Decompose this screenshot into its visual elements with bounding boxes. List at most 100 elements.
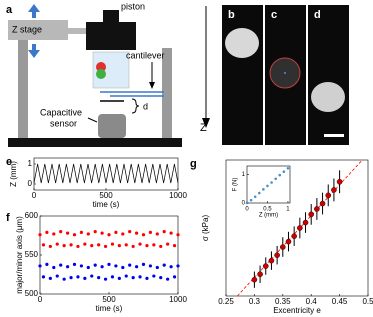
panel-label: c: [271, 9, 277, 21]
data-point: [103, 244, 108, 249]
piston: [86, 22, 136, 50]
x-tick-label: 0.3: [249, 297, 261, 306]
data-point: [48, 244, 52, 249]
data-point: [38, 233, 42, 237]
data-point: [100, 265, 104, 269]
data-point: [52, 232, 56, 236]
right-pillar: [162, 48, 172, 138]
z-stage: [8, 20, 68, 40]
mean-point: [291, 233, 297, 239]
gap-label: d: [143, 101, 148, 111]
panel-label: b: [228, 9, 235, 21]
data-point: [72, 233, 77, 237]
data-point: [145, 276, 149, 280]
data-point: [124, 274, 128, 278]
x-axis-label: Z (mm): [259, 213, 278, 219]
data-point: [79, 264, 83, 268]
data-point: [76, 244, 80, 249]
droplet: [225, 28, 259, 58]
x-tick-label: 0.25: [218, 297, 234, 306]
mean-point: [279, 244, 286, 250]
data-point: [41, 243, 46, 247]
data-point: [66, 231, 70, 235]
arm: [68, 28, 86, 34]
data-point: [155, 232, 159, 236]
data-point: [169, 265, 173, 269]
data-point: [117, 244, 121, 248]
y-axis-label: Z (mm): [9, 161, 18, 187]
data-point: [114, 264, 118, 268]
data-point: [62, 277, 66, 281]
data-point: [107, 262, 111, 266]
x-axis-label: Excentricity e: [273, 306, 321, 315]
data-point: [86, 265, 90, 270]
data-point: [62, 244, 66, 248]
piston-label: piston: [121, 1, 145, 11]
y-tick-label: 600: [25, 211, 39, 220]
data-point: [159, 244, 163, 249]
data-point: [169, 231, 173, 235]
data-point: [52, 265, 56, 270]
panel-label: a: [6, 4, 13, 16]
data-point: [155, 265, 159, 270]
data-point: [124, 243, 128, 247]
center: [284, 72, 286, 74]
data-point: [135, 265, 139, 269]
data-point: [38, 264, 42, 268]
data-point: [128, 230, 132, 234]
arrow-down: [28, 44, 40, 58]
data-point: [152, 243, 156, 247]
mean-point: [302, 219, 309, 226]
data-point: [97, 276, 101, 280]
cell: [96, 69, 106, 79]
data-point: [107, 233, 111, 237]
data-point: [131, 276, 135, 280]
data-point: [41, 275, 46, 279]
panel-label: g: [190, 158, 197, 170]
data-point: [162, 230, 166, 234]
x-tick-label: 0.35: [275, 297, 291, 306]
mean-point: [319, 200, 326, 207]
data-point: [145, 244, 149, 248]
x-tick-label: 0.5: [362, 297, 373, 306]
data-point: [159, 276, 163, 280]
x-tick-label: 500: [99, 191, 113, 200]
y-axis-label: major/minor axis (μm): [15, 216, 24, 294]
x-axis-label: time (s): [93, 200, 120, 209]
data-point: [286, 166, 290, 170]
cantilever-label: cantilever: [126, 50, 165, 60]
data-point: [69, 276, 73, 280]
data-point: [141, 262, 146, 266]
data-point: [59, 263, 63, 267]
data-point: [59, 230, 63, 234]
y-axis-label: F (N): [233, 178, 239, 192]
data-point: [103, 277, 108, 281]
data-point: [86, 232, 90, 236]
data-point: [110, 242, 115, 246]
data-point: [138, 275, 142, 279]
x-tick-label: 0.45: [332, 297, 348, 306]
mean-point: [336, 178, 343, 185]
mean-point: [268, 257, 275, 264]
pointer-head: [149, 82, 155, 89]
data-point: [148, 230, 152, 234]
image-panels: Z b c d: [200, 5, 349, 145]
data-point: [249, 198, 253, 202]
panel-label: d: [314, 9, 321, 21]
plot-frame: [39, 215, 179, 295]
micrograph: [222, 5, 263, 145]
data-point: [90, 274, 94, 278]
data-point: [176, 233, 180, 237]
x-tick-label: 500: [102, 295, 116, 304]
x-axis-label: time (s): [96, 304, 123, 313]
piston-top: [103, 10, 119, 22]
y-tick-label: 0: [28, 179, 33, 188]
data-point: [110, 275, 115, 279]
data-point: [131, 244, 135, 249]
data-point: [114, 230, 118, 234]
mean-point: [325, 192, 332, 199]
data-point: [266, 184, 269, 188]
data-point: [121, 265, 125, 270]
data-point: [93, 263, 97, 267]
